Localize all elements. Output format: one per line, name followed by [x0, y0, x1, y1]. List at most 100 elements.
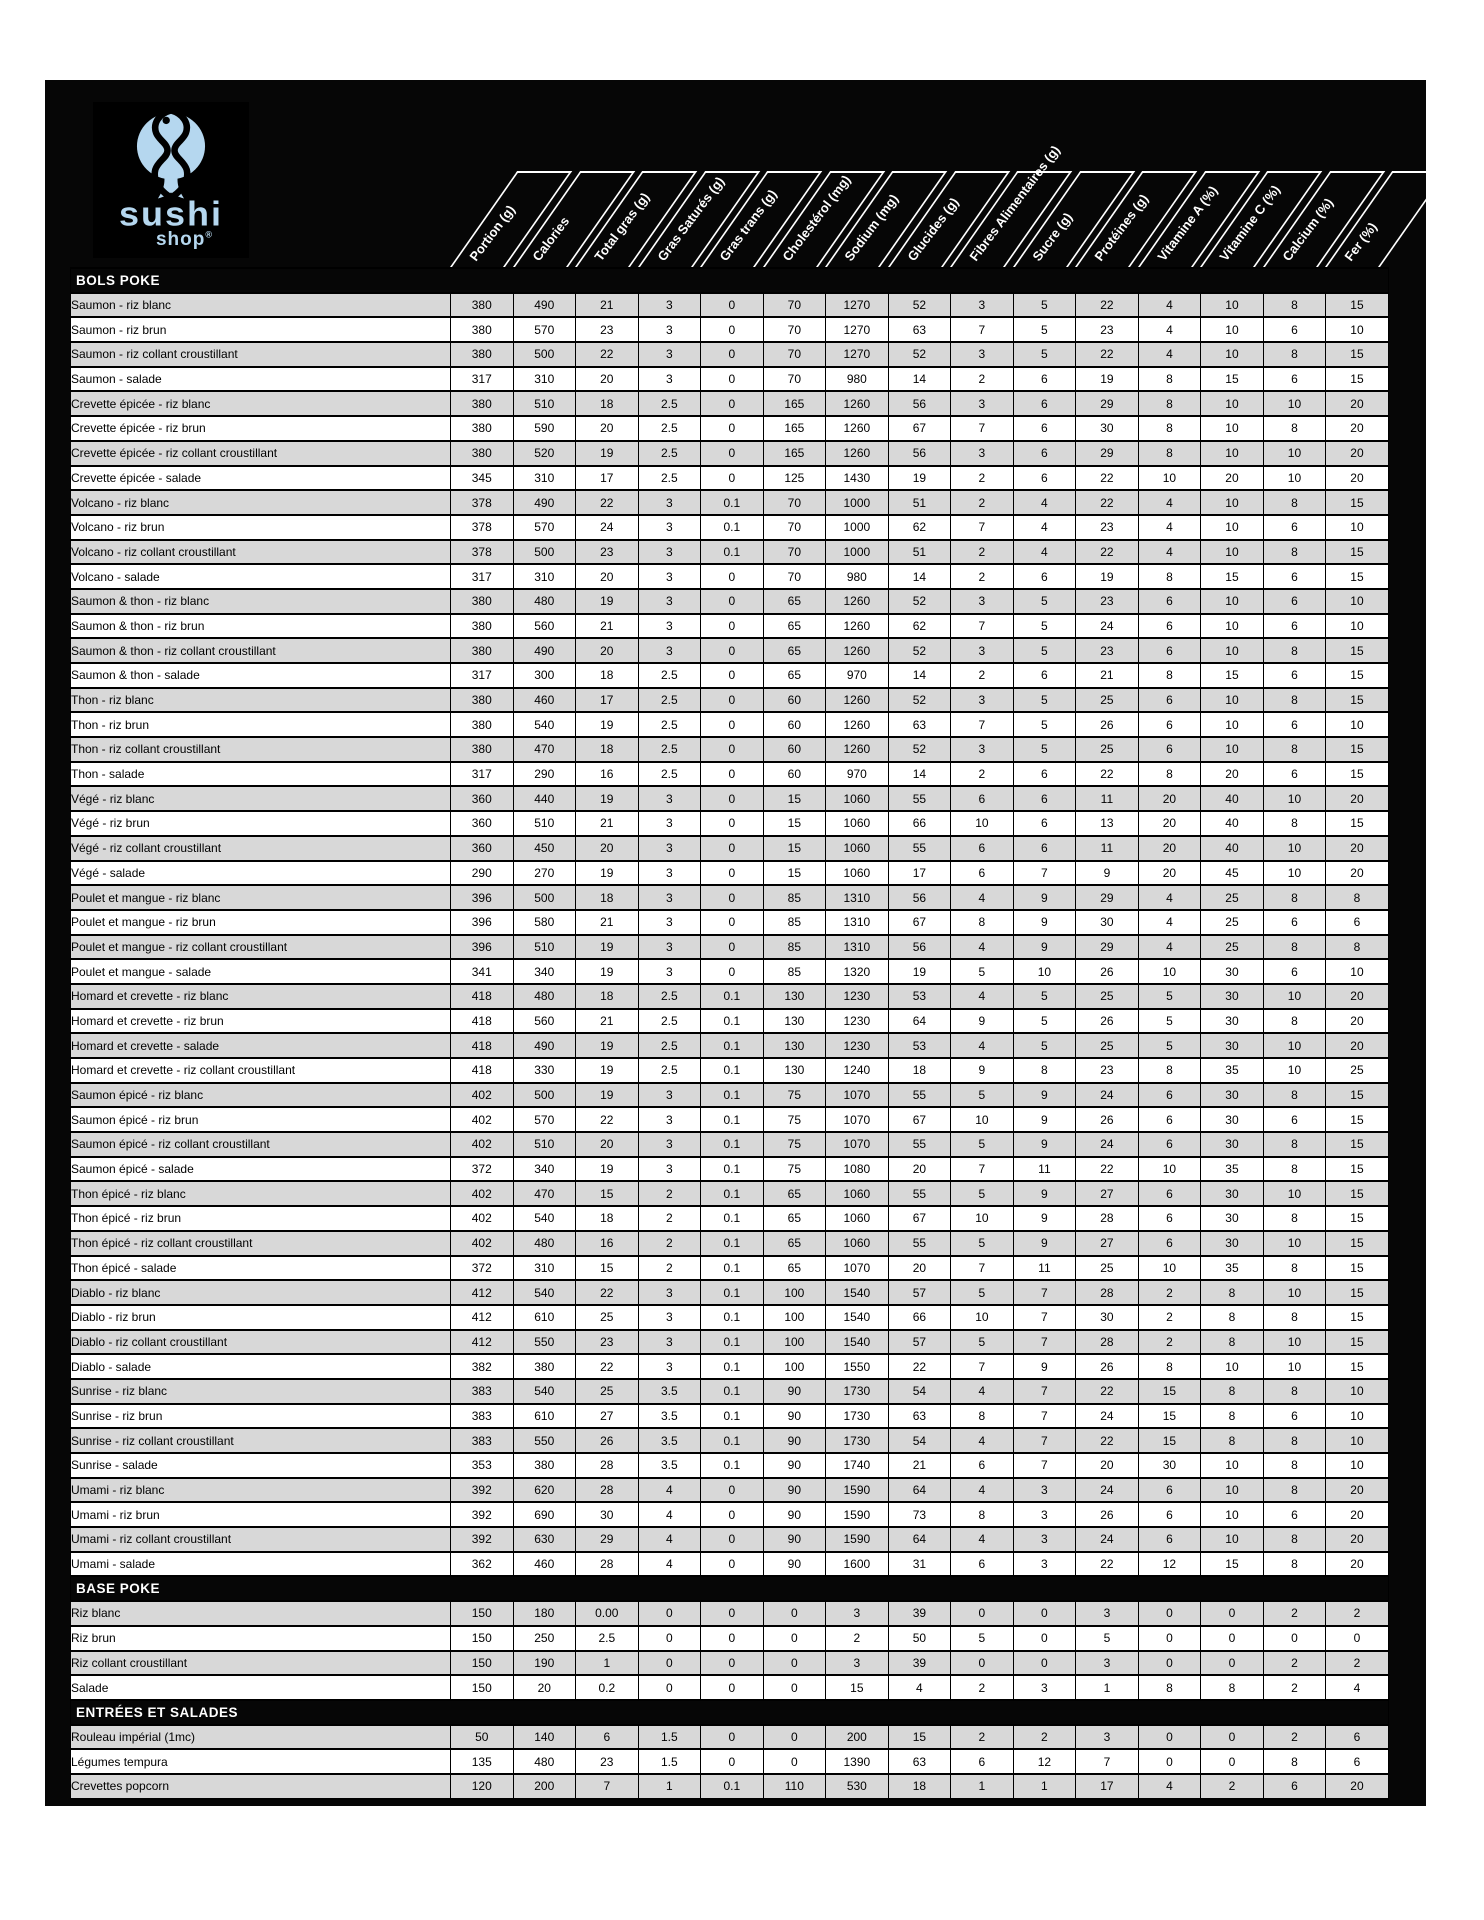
value-cell: 1070 [825, 1106, 889, 1134]
value-cell: 0.1 [700, 1155, 764, 1183]
value-cell: 22 [575, 1353, 639, 1380]
value-cell: 310 [512, 464, 577, 492]
value-cell: 1 [950, 1772, 1014, 1801]
value-cell: 64 [887, 1007, 952, 1035]
value-cell: 6 [1262, 711, 1327, 739]
row-label: Riz blanc [70, 1600, 451, 1627]
value-cell: 17 [575, 464, 639, 492]
value-cell: 470 [512, 1180, 577, 1208]
row-label: Sunrise - riz collant croustillant [70, 1427, 451, 1454]
value-cell: 6 [1137, 686, 1202, 714]
value-cell: 15 [1325, 1279, 1389, 1306]
value-cell: 52 [887, 341, 952, 368]
value-cell: 1060 [825, 1180, 889, 1208]
value-cell: 3 [825, 1600, 889, 1627]
value-cell: 15 [1325, 1353, 1389, 1380]
value-cell: 0 [762, 1723, 827, 1751]
value-cell: 19 [575, 933, 639, 961]
value-cell: 23 [1075, 1057, 1139, 1084]
value-cell: 1060 [825, 1205, 889, 1232]
value-cell: 20 [1137, 810, 1202, 837]
value-cell: 4 [1012, 538, 1077, 566]
value-cell: 412 [450, 1279, 514, 1306]
value-cell: 3 [637, 316, 702, 344]
value-cell: 1070 [825, 1131, 889, 1158]
value-cell: 0 [950, 1649, 1014, 1677]
value-cell: 65 [762, 637, 827, 664]
value-cell: 290 [512, 760, 577, 788]
value-cell: 23 [575, 1328, 639, 1356]
value-cell: 26 [1075, 958, 1139, 985]
value-cell: 5 [1012, 711, 1077, 739]
value-cell: 18 [575, 884, 639, 911]
value-cell: 22 [1075, 1155, 1139, 1183]
table-row: Crevette épicée - riz brun 380 590 20 2.5 0 16… [70, 415, 1389, 442]
value-cell: 8 [1200, 1279, 1264, 1306]
row-label: Thon - riz collant croustillant [70, 736, 451, 763]
value-cell: 5 [950, 1328, 1014, 1356]
value-cell: 8 [950, 1501, 1014, 1529]
value-cell: 55 [887, 1180, 952, 1208]
value-cell: 3 [637, 884, 702, 911]
value-cell: 1590 [825, 1476, 889, 1504]
value-cell: 3.5 [637, 1427, 702, 1454]
value-cell: 190 [512, 1649, 577, 1677]
value-cell: 6 [1012, 464, 1077, 492]
value-cell: 29 [575, 1526, 639, 1553]
value-cell: 7 [950, 612, 1014, 640]
value-cell: 0 [1137, 1649, 1202, 1677]
value-cell: 1740 [825, 1452, 889, 1479]
value-cell: 65 [762, 1205, 827, 1232]
value-cell: 0 [700, 1624, 764, 1652]
value-cell: 0 [637, 1624, 702, 1652]
value-cell: 5 [1012, 587, 1077, 615]
value-cell: 6 [950, 1748, 1014, 1775]
table-row: Poulet et mangue - riz collant croustill… [70, 933, 1389, 961]
value-cell: 10 [1325, 316, 1389, 344]
value-cell: 412 [450, 1328, 514, 1356]
value-cell: 383 [450, 1427, 514, 1454]
value-cell: 6 [1012, 785, 1077, 813]
value-cell: 480 [512, 587, 577, 615]
value-cell: 19 [575, 958, 639, 985]
value-cell: 0 [762, 1674, 827, 1701]
value-cell: 30 [575, 1501, 639, 1529]
value-cell: 5 [1012, 612, 1077, 640]
value-cell: 0 [700, 834, 764, 862]
value-cell: 14 [887, 365, 952, 393]
value-cell: 7 [950, 1155, 1014, 1183]
value-cell: 0.1 [700, 1303, 764, 1331]
value-cell: 2.5 [575, 1624, 639, 1652]
value-cell: 40 [1200, 810, 1264, 837]
value-cell: 15 [1325, 538, 1389, 566]
value-cell: 45 [1200, 859, 1264, 887]
value-cell: 7 [1012, 1328, 1077, 1356]
table-row: Saumon épicé - riz blanc 402 500 19 3 0.1 75 10… [70, 1081, 1389, 1109]
value-cell: 20 [1200, 760, 1264, 788]
value-cell: 6 [1137, 587, 1202, 615]
value-cell: 90 [762, 1476, 827, 1504]
value-cell: 2.5 [637, 736, 702, 763]
value-cell: 372 [450, 1155, 514, 1183]
value-cell: 3 [1012, 1550, 1077, 1578]
value-cell: 0.2 [575, 1674, 639, 1701]
value-cell: 55 [887, 1229, 952, 1257]
row-label: Homard et crevette - riz collant crousti… [70, 1057, 451, 1084]
value-cell: 20 [1325, 785, 1389, 813]
value-cell: 64 [887, 1476, 952, 1504]
row-label: Umami - riz collant croustillant [70, 1526, 451, 1553]
value-cell: 20 [1075, 1452, 1139, 1479]
row-label: Thon - riz blanc [70, 686, 451, 714]
value-cell: 380 [450, 316, 514, 344]
value-cell: 3 [950, 637, 1014, 664]
value-cell: 3 [1012, 1526, 1077, 1553]
value-cell: 0 [700, 1649, 764, 1677]
value-cell: 5 [1137, 1007, 1202, 1035]
value-cell: 7 [1012, 1279, 1077, 1306]
value-cell: 60 [762, 736, 827, 763]
value-cell: 392 [450, 1501, 514, 1529]
value-cell: 6 [1012, 662, 1077, 689]
value-cell: 0 [762, 1600, 827, 1627]
row-label: Végé - salade [70, 859, 451, 887]
value-cell: 490 [512, 489, 577, 516]
